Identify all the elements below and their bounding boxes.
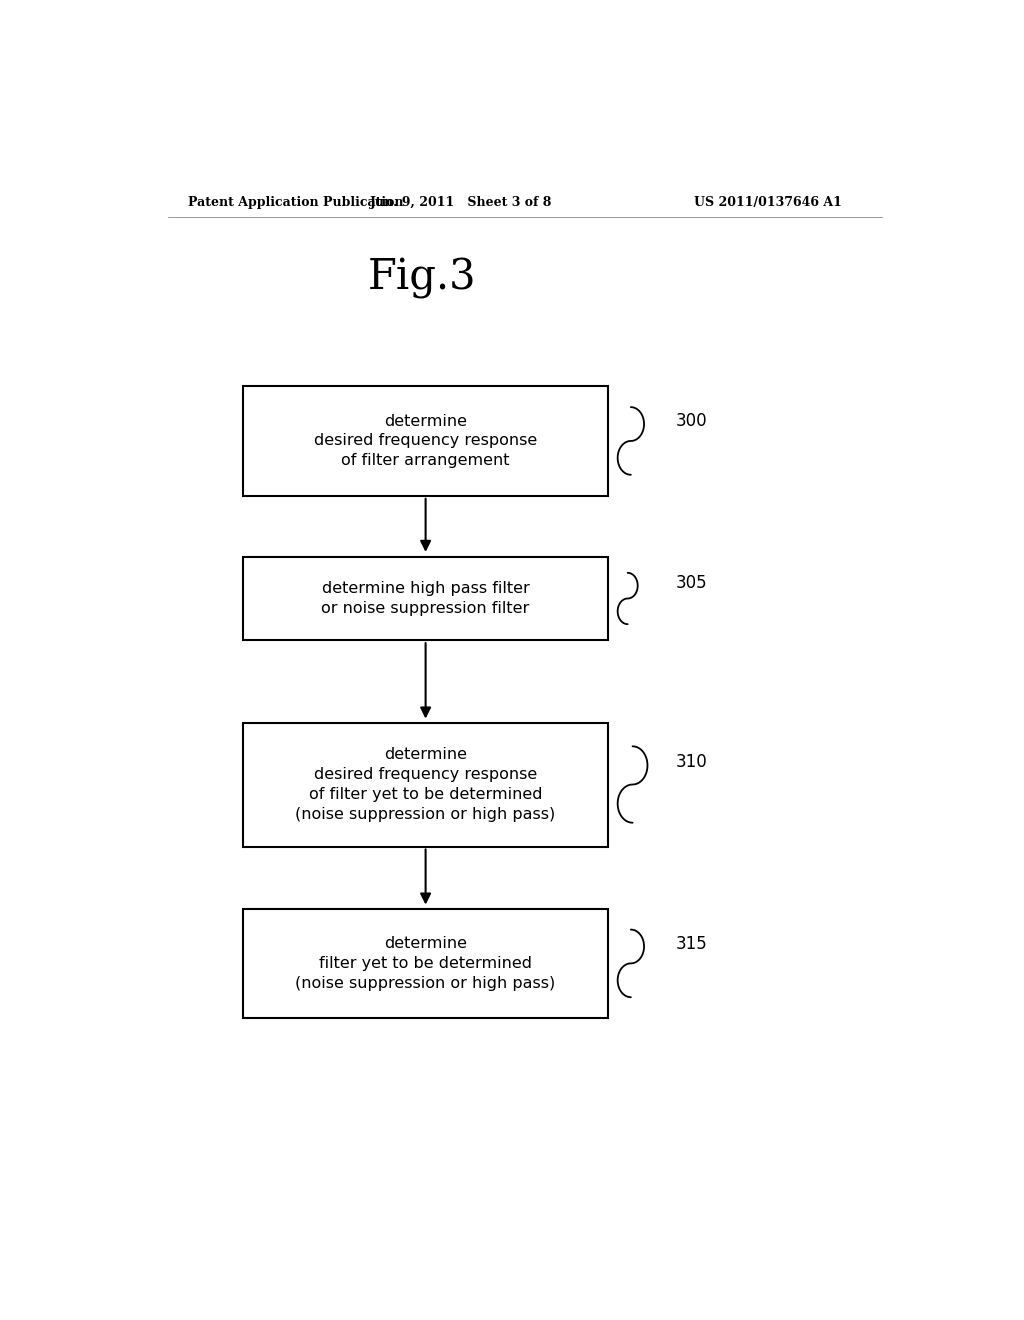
Text: 300: 300 xyxy=(676,412,708,430)
Text: 310: 310 xyxy=(676,754,708,771)
Text: US 2011/0137646 A1: US 2011/0137646 A1 xyxy=(694,195,842,209)
Text: 305: 305 xyxy=(676,574,708,593)
Text: 315: 315 xyxy=(676,935,708,953)
Text: Fig.3: Fig.3 xyxy=(368,257,476,300)
Text: determine high pass filter
or noise suppression filter: determine high pass filter or noise supp… xyxy=(322,581,529,616)
FancyBboxPatch shape xyxy=(243,908,608,1018)
Text: determine
desired frequency response
of filter yet to be determined
(noise suppr: determine desired frequency response of … xyxy=(296,747,556,822)
Text: determine
desired frequency response
of filter arrangement: determine desired frequency response of … xyxy=(314,413,538,469)
Text: Patent Application Publication: Patent Application Publication xyxy=(187,195,403,209)
FancyBboxPatch shape xyxy=(243,557,608,640)
FancyBboxPatch shape xyxy=(243,385,608,496)
FancyBboxPatch shape xyxy=(243,722,608,846)
Text: determine
filter yet to be determined
(noise suppression or high pass): determine filter yet to be determined (n… xyxy=(296,936,556,991)
Text: Jun. 9, 2011   Sheet 3 of 8: Jun. 9, 2011 Sheet 3 of 8 xyxy=(370,195,553,209)
